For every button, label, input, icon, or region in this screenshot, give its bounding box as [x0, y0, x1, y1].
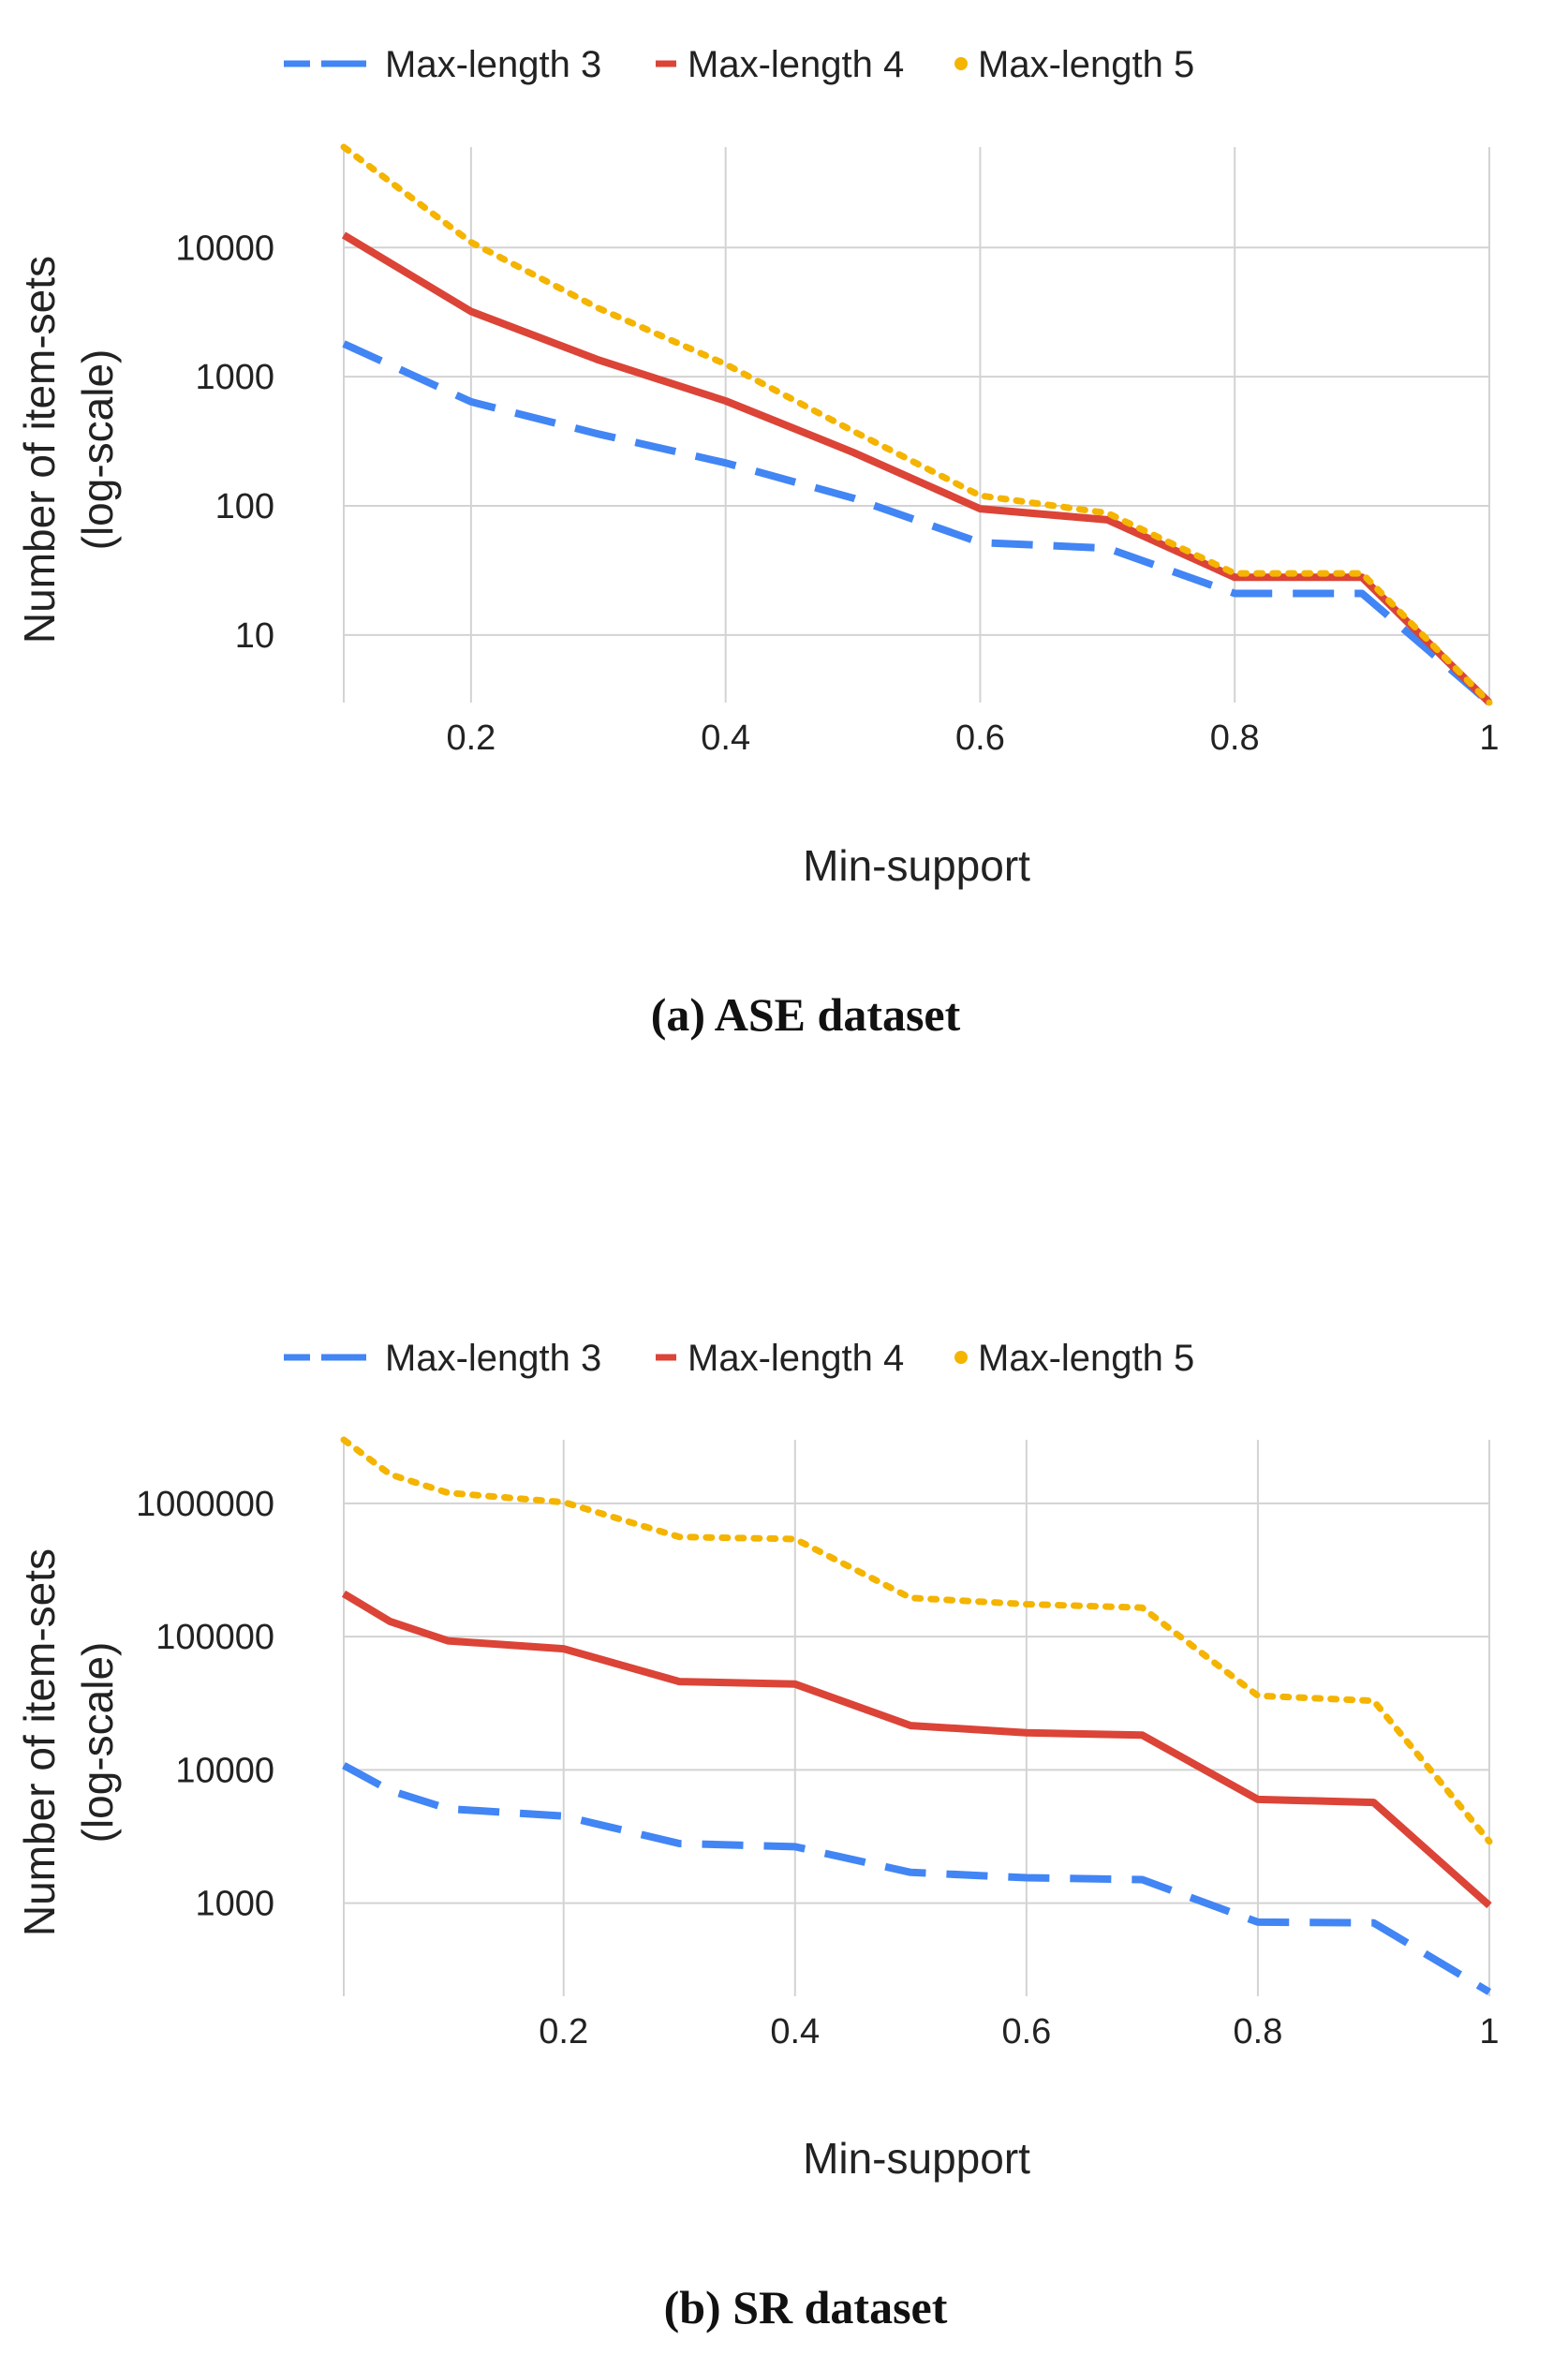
- y-tick-label: 10000: [175, 229, 274, 268]
- x-tick-label: 1: [1479, 2012, 1499, 2051]
- x-tick-label: 0.8: [1234, 2012, 1283, 2051]
- legend-label: Max-length 4: [688, 1338, 904, 1379]
- y-tick-label: 10: [235, 616, 274, 656]
- x-tick-label: 0.4: [701, 718, 750, 758]
- legend-marker: [954, 1351, 968, 1364]
- legend-label: Max-length 3: [385, 1338, 601, 1379]
- chart-1: 0.2 0.4 0.6 0.8 1 1000 10000 100000 1000000 Max-l…: [15, 1338, 1500, 2333]
- x-axis-title: Min-support: [803, 2134, 1030, 2183]
- x-tick-label: 0.4: [770, 2012, 820, 2051]
- y-tick-label: 1000000: [136, 1485, 274, 1524]
- x-tick-label: 0.8: [1210, 718, 1260, 758]
- figure-caption: (a) ASE dataset: [651, 988, 961, 1041]
- x-tick-label: 0.6: [1001, 2012, 1051, 2051]
- x-axis-title: Min-support: [803, 841, 1030, 890]
- series-line-max-length-5: [340, 143, 1493, 706]
- series-line-max-length-3: [342, 340, 1492, 706]
- x-tick-label: 0.2: [539, 2012, 588, 2051]
- y-tick-label: 10000: [175, 1751, 274, 1790]
- series-line-max-length-5: [340, 1436, 1493, 1845]
- y-axis-subtitle: (log-scale): [73, 349, 122, 551]
- legend-label: Max-length 5: [978, 1338, 1194, 1379]
- y-tick-label: 1000: [195, 358, 274, 397]
- y-tick-label: 1000: [195, 1885, 274, 1924]
- legend-marker: [954, 57, 968, 70]
- legend-label: Max-length 5: [978, 44, 1194, 85]
- y-axis-subtitle: (log-scale): [73, 1642, 122, 1844]
- x-tick-label: 0.2: [446, 718, 496, 758]
- legend-label: Max-length 3: [385, 44, 601, 85]
- x-tick-label: 0.6: [955, 718, 1005, 758]
- figure-caption: (b) SR dataset: [664, 2281, 948, 2333]
- y-axis-title: Number of item-sets: [15, 1548, 64, 1936]
- x-tick-label: 1: [1479, 718, 1499, 758]
- legend-label: Max-length 4: [688, 44, 904, 85]
- y-tick-label: 100: [215, 487, 274, 526]
- chart-0: 0.2 0.4 0.6 0.8 1 10 100 1000 10000 Max-length 3 M…: [15, 44, 1500, 1041]
- series-line-max-length-4: [341, 1590, 1492, 1909]
- y-tick-label: 100000: [155, 1618, 274, 1657]
- series-line-max-length-3: [342, 1762, 1492, 1995]
- series-line-max-length-4: [341, 231, 1492, 705]
- y-axis-title: Number of item-sets: [15, 256, 64, 644]
